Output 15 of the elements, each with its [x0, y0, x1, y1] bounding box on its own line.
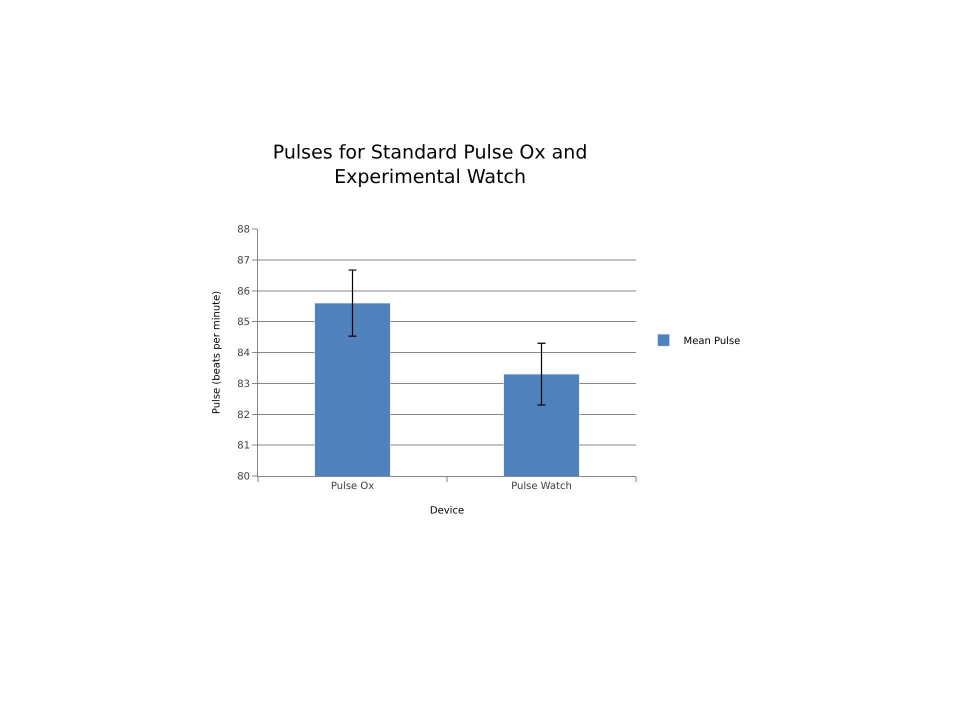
chart-title: Pulses for Standard Pulse Ox and Experimental Watch [272, 141, 588, 188]
y-tick-label: 86 [237, 286, 250, 298]
x-axis-title: Device [430, 506, 464, 516]
y-tick-label: 81 [237, 440, 250, 452]
legend-label: Mean Pulse [684, 336, 740, 348]
y-tick-label: 82 [237, 410, 250, 421]
y-tick-label: 84 [237, 348, 250, 359]
x-tick-label: Pulse Ox [330, 481, 374, 492]
y-tick-label: 85 [237, 317, 250, 328]
y-tick-label: 88 [237, 224, 250, 236]
y-axis-title: Pulse (beats per minute) [211, 290, 222, 414]
y-tick-label: 83 [237, 378, 250, 390]
y-tick-label: 80 [237, 472, 250, 482]
y-tick-label: 87 [237, 255, 250, 266]
x-tick-label: Pulse Watch [511, 481, 572, 492]
